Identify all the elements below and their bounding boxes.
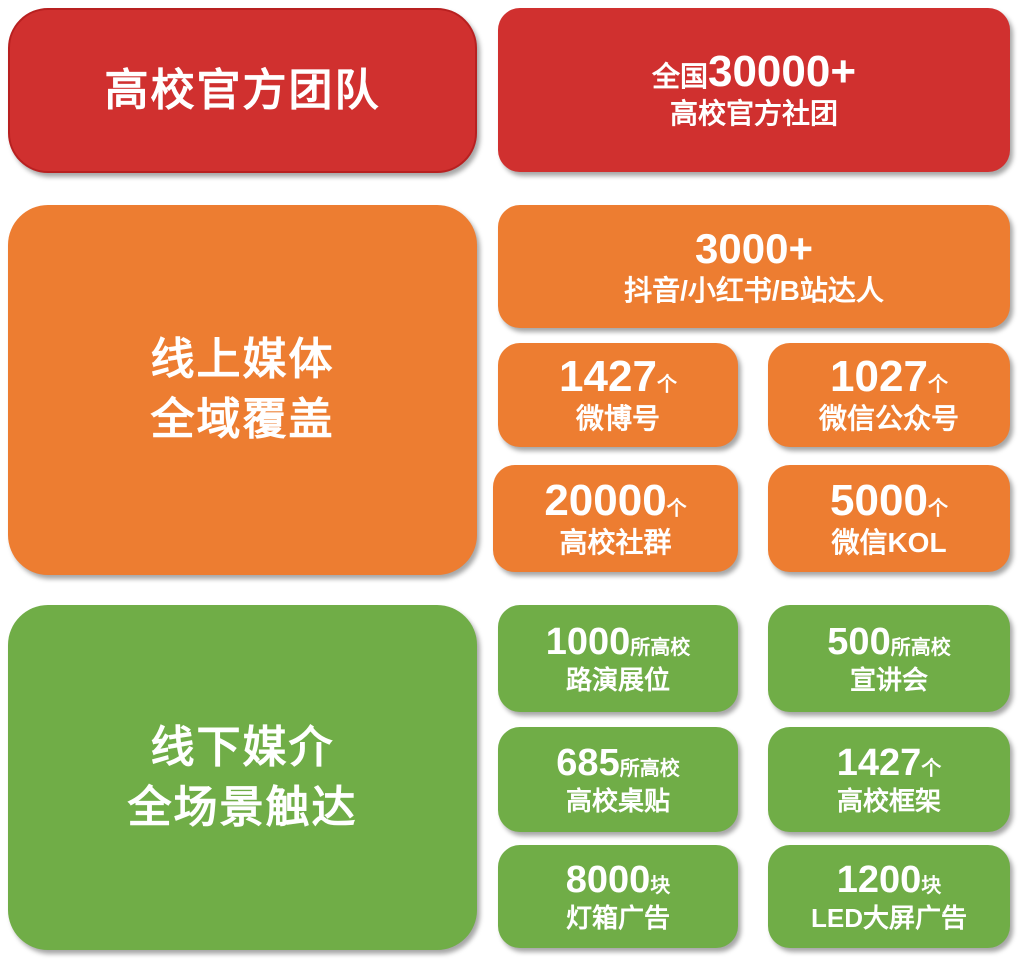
card-number: 1200 (836, 858, 922, 901)
card-unit: 个 (666, 497, 687, 520)
team-title: 高校官方团队 (104, 65, 381, 115)
offline-title-line2: 全场景触达 (127, 782, 358, 832)
card-unit: 个 (921, 757, 942, 780)
frame-ad-card: 1427个 高校框架 (768, 727, 1010, 832)
online-title-line1: 线上媒体 (150, 335, 335, 384)
card-label: 高校桌贴 (565, 785, 670, 816)
card-unit: 所高校 (619, 757, 680, 780)
card-label: 灯箱广告 (565, 902, 670, 933)
card-label: 宣讲会 (849, 664, 928, 695)
card-label: 微信公众号 (818, 403, 959, 434)
roadshow-card: 1000所高校 路演展位 (498, 605, 738, 712)
desk-sticker-card: 685所高校 高校桌贴 (498, 727, 738, 832)
wechat-kol-card: 5000个 微信KOL (768, 465, 1010, 572)
card-number: 8000 (565, 858, 651, 901)
card-number: 685 (556, 741, 620, 784)
offline-title-line1: 线下媒介 (150, 722, 335, 772)
led-screen-ad-card: 1200块 LED大屏广告 (768, 845, 1010, 948)
weibo-card: 1427个 微博号 (498, 343, 738, 447)
card-label: 微博号 (575, 403, 660, 434)
card-unit: 所高校 (890, 636, 951, 659)
card-label: 微信KOL (831, 526, 947, 558)
online-title-line2: 全域覆盖 (150, 395, 335, 444)
lightbox-ad-card: 8000块 灯箱广告 (498, 845, 738, 948)
card-number: 1427 (559, 352, 657, 401)
card-number: 1027 (830, 352, 928, 401)
online-title-box: 线上媒体 全域覆盖 (8, 205, 477, 575)
card-number: 30000+ (707, 47, 857, 96)
card-label: LED大屏广告 (810, 902, 967, 933)
card-label: 高校社群 (559, 526, 672, 558)
card-unit: 所高校 (630, 636, 691, 659)
card-label: 抖音/小红书/B站达人 (624, 274, 884, 306)
card-unit: 个 (656, 374, 677, 396)
card-number: 3000+ (695, 224, 813, 272)
club-card: 全国30000+ 高校官方社团 (498, 8, 1010, 172)
card-number: 1427 (836, 741, 922, 784)
offline-title-box: 线下媒介 全场景触达 (8, 605, 477, 950)
campus-group-card: 20000个 高校社群 (493, 465, 738, 572)
card-unit: 块 (650, 874, 671, 897)
team-title-box: 高校官方团队 (8, 8, 477, 173)
card-label: 路演展位 (565, 664, 670, 695)
wechat-account-card: 1027个 微信公众号 (768, 343, 1010, 447)
card-prefix: 全国 (651, 61, 708, 92)
card-unit: 块 (921, 874, 942, 897)
card-number: 1000 (545, 620, 631, 663)
card-number: 500 (827, 620, 891, 663)
influencer-card: 3000+ 抖音/小红书/B站达人 (498, 205, 1010, 328)
card-label: 高校官方社团 (669, 98, 838, 129)
card-number: 20000 (544, 475, 667, 525)
seminar-card: 500所高校 宣讲会 (768, 605, 1010, 712)
card-number: 5000 (830, 475, 928, 525)
card-unit: 个 (927, 497, 948, 520)
card-label: 高校框架 (836, 785, 941, 816)
card-unit: 个 (927, 374, 948, 396)
